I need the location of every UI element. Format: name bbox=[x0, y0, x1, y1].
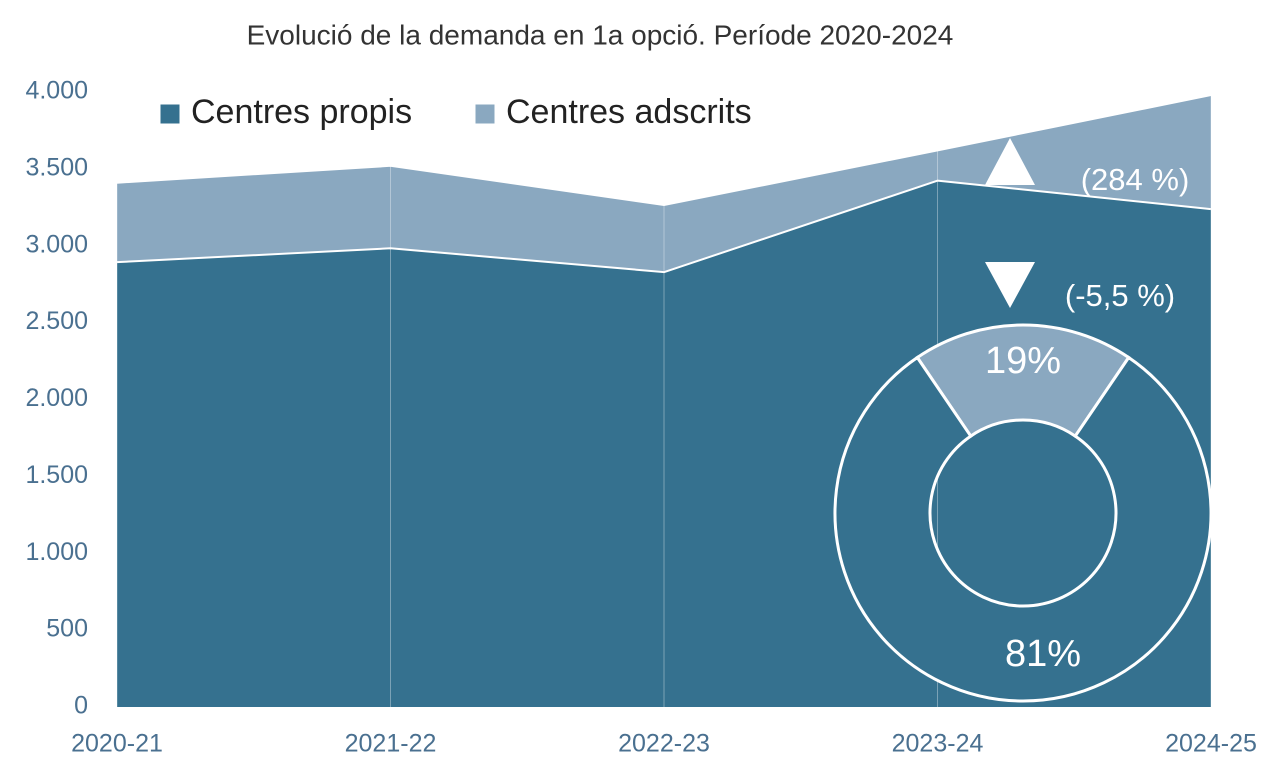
y-tick-label: 2.000 bbox=[25, 384, 88, 412]
x-tick-label: 2021-22 bbox=[345, 730, 437, 758]
annotation: (284 %) bbox=[1081, 162, 1190, 197]
down-arrow bbox=[985, 262, 1035, 308]
y-tick-label: 1.500 bbox=[25, 461, 88, 489]
y-tick-label: 500 bbox=[46, 615, 88, 643]
area bbox=[117, 95, 1211, 272]
y-tick-label: 1.000 bbox=[25, 538, 88, 566]
donut-segment bbox=[915, 323, 1131, 439]
x-tick-label: 2023-24 bbox=[892, 730, 984, 758]
y-tick-label: 2.500 bbox=[25, 307, 88, 335]
y-tick-label: 0 bbox=[74, 692, 88, 720]
x-tick-label: 2020-21 bbox=[71, 730, 163, 758]
y-tick-label: 3.000 bbox=[25, 230, 88, 258]
annotation: (-5,5 %) bbox=[1065, 278, 1175, 313]
legend-label: Centres adscrits bbox=[506, 93, 752, 131]
donut: 19% 81% bbox=[833, 323, 1213, 703]
data-label: 19% bbox=[985, 340, 1061, 382]
legend-swatch bbox=[474, 103, 496, 125]
y-tick-label: 4.000 bbox=[25, 77, 88, 105]
donut-segment bbox=[833, 355, 1213, 703]
chart-title: Evolució de la demanda en 1a opció. Perí… bbox=[247, 19, 954, 50]
y-tick-label: 3.500 bbox=[25, 153, 88, 181]
x-tick-label: 2022-23 bbox=[618, 730, 710, 758]
legend-label: Centres propis bbox=[191, 93, 412, 131]
up-arrow bbox=[985, 138, 1035, 185]
data-label: 81% bbox=[1005, 633, 1081, 675]
area-edge bbox=[116, 94, 1212, 207]
x-tick-label: 2024-25 bbox=[1165, 730, 1257, 758]
legend-swatch bbox=[159, 103, 181, 125]
